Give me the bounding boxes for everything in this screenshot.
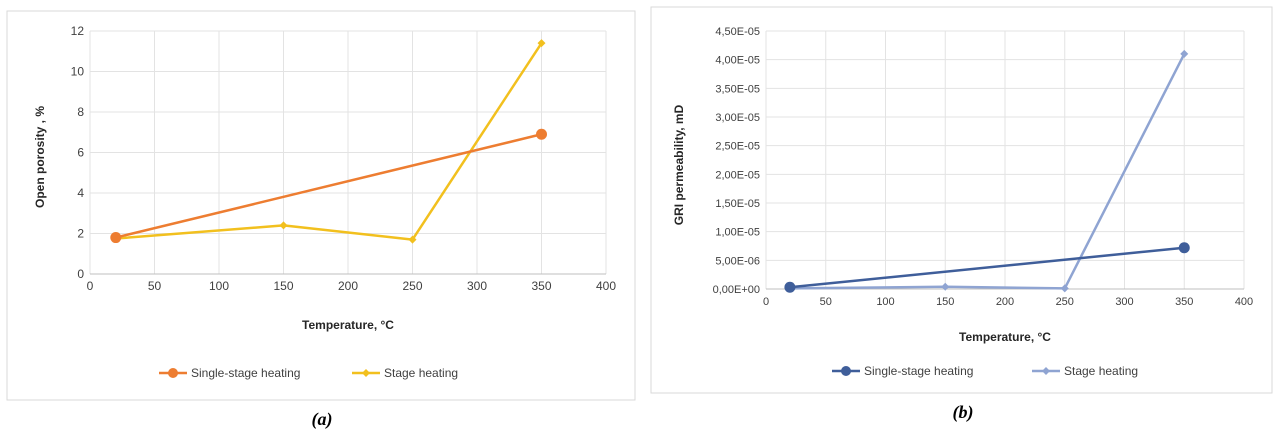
panel-b-y-tick-label: 0,00E+00 [713,284,760,296]
panel-a-x-tick-label: 50 [148,279,162,293]
panel-a-x-tick-label: 200 [338,279,358,293]
panel-b-y-axis-title: GRI permeability, mD [672,104,686,225]
panel-a-y-axis-title: Open porosity , % [33,106,47,208]
panel-b-y-tick-label: 2,00E-05 [715,169,760,181]
panel-b-x-tick-label: 200 [996,296,1014,308]
panel-b-y-tick-label: 5,00E-06 [715,255,760,267]
panel-a-x-tick-label: 150 [273,279,293,293]
panel-a-series-line-0 [115,133,542,239]
panel-b-x-tick-label: 150 [936,296,954,308]
panel-b-legend-label-0: Single-stage heating [864,364,973,378]
panel-b-x-tick-label: 250 [1056,296,1074,308]
panel-a-y-tick-label: 2 [77,227,84,241]
panel-b-y-tick-label: 4,00E-05 [715,55,760,67]
panel-b-y-tick-label: 1,50E-05 [715,198,760,210]
panel-b-series-line-0 [789,246,1185,289]
panel-a-x-axis-title: Temperature, °C [302,318,394,332]
panel-b-series-line-1 [789,53,1186,290]
panel-b-legend-label-1: Stage heating [1064,364,1138,378]
panel-b-y-tick-label: 1,00E-05 [715,227,760,239]
panel-b-x-axis-title: Temperature, °C [959,330,1051,344]
panel-a-x-tick-label: 300 [467,279,487,293]
panel-a-series-0-point [110,232,122,244]
panel-b-x-tick-label: 0 [763,296,769,308]
panel-b-series-1-point [1180,49,1189,58]
panel-b-y-tick-label: 3,00E-05 [715,112,760,124]
panel-a-legend-marker-1 [362,369,370,377]
panel-a-y-tick-label: 10 [71,65,85,79]
panel-a-y-tick-label: 6 [77,146,84,160]
panel-b-legend-marker-1 [1042,367,1050,375]
panel-b-x-tick-label: 50 [820,296,832,308]
panel-a-legend-label-1: Stage heating [384,366,458,380]
panel-a-y-tick-label: 0 [77,267,84,281]
panel-b-series-0-point [784,281,796,293]
panel-b-y-tick-label: 4,50E-05 [715,26,760,38]
panel-a-legend-marker-0 [168,368,178,378]
panel-a-y-tick-label: 4 [77,186,84,200]
panel-b-chart: 0 50 100 150 200 250 300 350 400 0,00E+00 5,00E-06… [650,6,1273,423]
panel-b-x-tick-label: 100 [876,296,894,308]
panel-a-x-tick-label: 0 [87,279,94,293]
panel-a-x-tick-label: 100 [209,279,229,293]
panel-a-y-tick-label: 12 [71,24,85,38]
panel-a-series-line-1 [115,42,543,241]
panel-b-caption: (b) [953,402,974,423]
panel-a-legend-label-0: Single-stage heating [191,366,300,380]
panel-a-chart: 0 50 100 150 200 250 300 350 400 0 2 4 6 8 10 12 Temper… [6,10,636,430]
panel-b-series-1-point [941,282,950,291]
panel-b-x-tick-label: 400 [1235,296,1253,308]
panel-a-series-1-point [537,39,546,48]
panel-a-x-tick-label: 250 [402,279,422,293]
panel-b-y-tick-label: 3,50E-05 [715,83,760,95]
panel-a-frame [6,10,636,401]
panel-b-x-tick-label: 350 [1175,296,1193,308]
panel-a-y-tick-label: 8 [77,105,84,119]
panel-a-series-1-point [279,221,288,230]
panel-a-series-0-point [536,128,547,140]
panel-a-caption: (a) [312,409,333,430]
panel-a-x-tick-label: 400 [596,279,616,293]
panel-b-frame [650,6,1273,394]
panel-b-x-tick-label: 300 [1115,296,1133,308]
panel-b-y-tick-label: 2,50E-05 [715,141,760,153]
panel-b-series-1-point [1060,284,1069,293]
panel-a-series-1-point [408,235,417,244]
panel-b-legend-marker-0 [841,366,851,376]
panel-a-x-tick-label: 350 [531,279,551,293]
panel-b-series-0-point [1178,242,1190,254]
